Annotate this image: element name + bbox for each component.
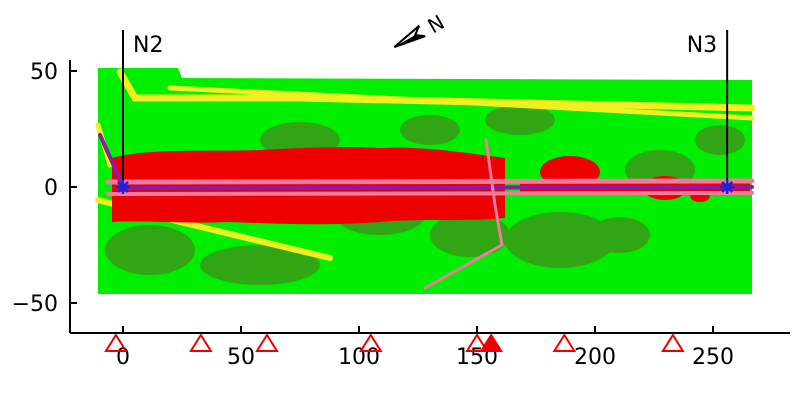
station-label: N2	[133, 33, 163, 58]
stations: N2 N3	[116, 30, 735, 194]
y-tick-label: −50	[12, 292, 58, 317]
triangle-marker-icon	[255, 333, 279, 352]
north-label: N	[424, 10, 449, 38]
map-raster	[95, 68, 756, 294]
triangle-marker-icon	[104, 333, 128, 352]
road-north	[116, 68, 756, 112]
x-tick-label: 250	[692, 345, 734, 370]
station-label: N3	[687, 33, 717, 58]
x-tick-label: 50	[227, 345, 255, 370]
triangle-marker-icon	[189, 333, 213, 352]
x-tick-label: 0	[116, 345, 130, 370]
station-marker-icon	[720, 180, 735, 194]
north-arrow: N	[393, 10, 449, 48]
station-marker-icon	[116, 180, 130, 194]
corridor-lines	[98, 133, 755, 290]
triangle-marker-icon	[465, 333, 489, 352]
filled-triangle-marker-icon	[479, 333, 503, 352]
x-tick-label: 100	[338, 345, 380, 370]
y-tick-label: 0	[44, 176, 58, 201]
line-pink-main	[105, 178, 755, 185]
line-purple	[98, 133, 754, 191]
line-pink-diagonal	[423, 138, 504, 290]
triangle-marker-icon	[661, 333, 685, 352]
dark-vegetation-patches	[105, 105, 745, 285]
survey-markers	[104, 333, 685, 352]
line-pink-lower	[106, 191, 754, 196]
x-tick-label: 200	[574, 345, 616, 370]
north-arrow-icon	[393, 25, 426, 48]
y-axis-ticks: 50 0 −50	[12, 60, 77, 317]
axes	[69, 60, 790, 334]
triangle-marker-icon	[358, 333, 383, 352]
road-north-2	[167, 85, 755, 121]
triangle-marker-icon	[552, 333, 577, 352]
y-tick-label: 50	[30, 60, 58, 85]
